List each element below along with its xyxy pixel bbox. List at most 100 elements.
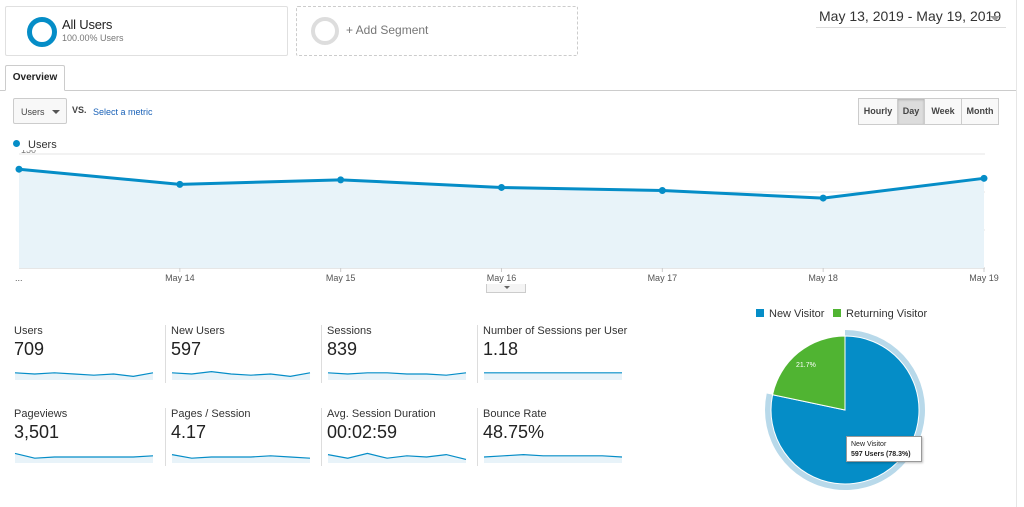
metric-tile[interactable]: Bounce Rate 48.75% xyxy=(477,408,624,470)
sparkline xyxy=(14,452,154,463)
x-tick-label: May 18 xyxy=(808,273,838,283)
pie-legend-new[interactable]: New Visitor xyxy=(756,308,824,320)
chevron-down-icon xyxy=(990,16,1000,21)
sparkline-area xyxy=(172,371,310,380)
tile-divider xyxy=(321,408,322,466)
granularity-week-button[interactable]: Week xyxy=(924,98,962,125)
segment-ring-icon xyxy=(27,17,57,47)
x-tick-label: May 16 xyxy=(487,273,517,283)
metric-tile[interactable]: Sessions 839 xyxy=(321,325,467,387)
x-tick-label: May 19 xyxy=(969,273,999,283)
metric-label: Sessions xyxy=(327,325,372,337)
sparkline-area xyxy=(484,372,622,380)
segment-title: All Users xyxy=(62,17,113,32)
sparkline-area xyxy=(172,454,310,463)
tile-divider xyxy=(321,325,322,383)
sparkline-line xyxy=(171,370,311,378)
sparkline-line xyxy=(327,452,467,460)
empty-segment-icon xyxy=(311,17,339,45)
date-range-label: May 13, 2019 - May 19, 2019 xyxy=(819,8,1002,24)
tile-divider xyxy=(165,325,166,383)
pie-legend-returning[interactable]: Returning Visitor xyxy=(833,308,927,320)
caret-down-icon xyxy=(504,286,510,289)
metric-value: 839 xyxy=(327,339,358,359)
metric-label: Number of Sessions per User xyxy=(483,325,628,337)
pie-legend-returning-label: Returning Visitor xyxy=(846,308,928,320)
data-point xyxy=(819,194,827,202)
metric-value: 00:02:59 xyxy=(327,422,398,442)
legend-swatch-icon xyxy=(756,309,764,317)
tile-divider xyxy=(165,408,166,466)
metric-value: 709 xyxy=(14,339,45,359)
metric-value: 48.75% xyxy=(483,422,545,442)
metric-tile[interactable]: Number of Sessions per User 1.18 xyxy=(477,325,628,387)
data-point xyxy=(337,176,345,184)
tile-divider xyxy=(477,325,478,383)
data-point xyxy=(498,183,505,191)
metric-tile[interactable]: Pages / Session 4.17 xyxy=(165,408,311,470)
legend-swatch-icon xyxy=(833,309,841,317)
metric-dropdown[interactable]: Users xyxy=(13,98,67,124)
metric-value: 4.17 xyxy=(171,422,207,442)
tab-overview[interactable]: Overview xyxy=(5,65,65,91)
line-chart-legend: Users xyxy=(13,139,57,151)
tooltip-detail: 597 Users (78.3%) xyxy=(851,451,911,458)
caret-down-icon xyxy=(52,110,60,114)
pie-legend-new-label: New Visitor xyxy=(769,308,825,320)
date-range-picker[interactable]: May 13, 2019 - May 19, 2019 xyxy=(816,6,1006,28)
granularity-hourly-button[interactable]: Hourly xyxy=(858,98,898,125)
vs-label: VS. xyxy=(72,105,87,115)
pie-tooltip: New Visitor 597 Users (78.3%) xyxy=(846,436,922,462)
data-point xyxy=(176,180,184,188)
sparkline-area xyxy=(484,454,622,463)
sparkline xyxy=(327,452,467,463)
metric-tile[interactable]: Pageviews 3,501 xyxy=(14,408,154,470)
metric-label: Users xyxy=(14,325,43,337)
series-dot-icon xyxy=(13,140,20,147)
metric-tile[interactable]: New Users 597 xyxy=(165,325,311,387)
x-tick-label: ... xyxy=(15,273,23,283)
metric-label: Pages / Session xyxy=(171,408,251,420)
sparkline-line xyxy=(14,372,154,378)
data-point xyxy=(658,186,666,194)
granularity-month-button[interactable]: Month xyxy=(961,98,999,125)
metric-value: 1.18 xyxy=(483,339,519,359)
metric-value: 3,501 xyxy=(14,422,60,442)
series-area xyxy=(19,169,984,268)
visitor-type-pie-chart xyxy=(765,330,925,490)
pie-slice-label: 21.7% xyxy=(796,362,816,369)
pie-slice-returning-visitor xyxy=(771,335,846,411)
metric-tile[interactable]: Avg. Session Duration 00:02:59 xyxy=(321,408,467,470)
metric-label: Bounce Rate xyxy=(483,408,547,420)
data-point xyxy=(15,165,23,173)
add-segment-label: + Add Segment xyxy=(346,23,429,37)
segment-subtitle: 100.00% Users xyxy=(62,33,124,43)
tab-bar xyxy=(0,90,1016,91)
tooltip-title: New Visitor xyxy=(851,441,887,448)
add-segment-button[interactable]: + Add Segment xyxy=(296,6,578,56)
sparkline xyxy=(171,370,311,380)
sparkline-line xyxy=(327,372,467,376)
y-tick-label: 150 xyxy=(21,150,36,155)
segment-all-users[interactable]: All Users 100.00% Users xyxy=(5,6,288,56)
x-tick-label: May 14 xyxy=(165,273,195,283)
granularity-day-button[interactable]: Day xyxy=(897,98,925,125)
sparkline xyxy=(171,454,311,463)
metric-dropdown-label: Users xyxy=(21,107,45,117)
sparkline-area xyxy=(328,453,466,463)
metric-value: 597 xyxy=(171,339,202,359)
select-metric-link[interactable]: Select a metric xyxy=(93,107,153,117)
sparkline xyxy=(14,372,154,380)
x-tick-label: May 15 xyxy=(326,273,356,283)
data-point xyxy=(980,174,988,182)
sparkline xyxy=(483,453,623,463)
chart-collapse-toggle[interactable] xyxy=(486,284,526,293)
sparkline xyxy=(484,372,622,380)
metric-label: Avg. Session Duration xyxy=(327,408,436,420)
metric-tile[interactable]: Users 709 xyxy=(14,325,154,387)
sparkline-line xyxy=(14,452,154,459)
sparkline-area xyxy=(15,372,153,380)
sparkline-area xyxy=(15,453,153,463)
line-chart-legend-label: Users xyxy=(28,139,57,151)
